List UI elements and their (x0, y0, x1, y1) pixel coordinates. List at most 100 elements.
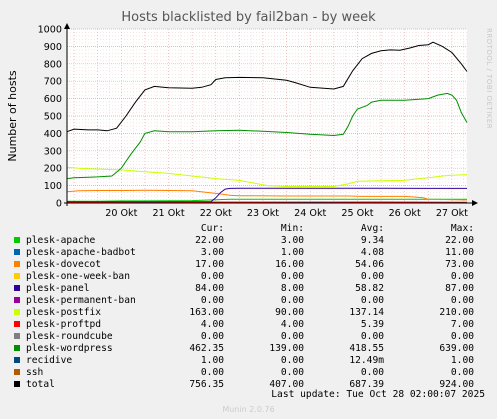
last-update: Last update: Tue Oct 28 02:00:07 2025 (271, 389, 485, 400)
y-tick-label: 700 (44, 77, 62, 88)
legend-value-max: 11.00 (445, 247, 474, 258)
y-tick-label: 500 (44, 112, 62, 123)
series-line-plesk-dovecot (66, 189, 468, 201)
legend-value-avg: 0.00 (360, 367, 384, 378)
legend-value-avg: 12.49m (349, 355, 384, 366)
legend-value-cur: 756.35 (189, 379, 224, 390)
legend-series-name: plesk-apache (26, 235, 96, 246)
legend-row: ssh 0.00 0.00 0.00 0.00 (0, 367, 497, 379)
legend-value-avg: 54.06 (355, 259, 384, 270)
legend-value-min: 3.00 (280, 235, 304, 246)
legend-value-avg: 687.39 (349, 379, 384, 390)
legend-value-cur: 84.00 (195, 283, 224, 294)
legend-series-name: recidive (26, 355, 73, 366)
legend-row: plesk-postfix 163.00 90.00 137.14 210.00 (0, 307, 497, 319)
y-tick-label: 900 (44, 42, 62, 53)
legend-value-max: 1.00 (450, 355, 474, 366)
legend-swatch (14, 297, 20, 303)
x-tick-label: 20 Okt (105, 208, 137, 219)
legend-value-min: 0.00 (280, 331, 304, 342)
legend-row: total 756.35 407.00 687.39 924.00 (0, 379, 497, 391)
grid (67, 28, 467, 203)
legend-value-max: 7.00 (450, 319, 474, 330)
y-tick-label: 400 (44, 129, 62, 140)
legend-header-cur: Cur: (200, 223, 224, 234)
series-line-total (66, 41, 468, 133)
legend-value-max: 210.00 (439, 307, 474, 318)
legend-row: plesk-roundcube 0.00 0.00 0.00 0.00 (0, 331, 497, 343)
legend-row: plesk-apache-badbot 3.00 1.00 4.08 11.00 (0, 247, 497, 259)
legend-swatch (14, 249, 20, 255)
legend-row: plesk-dovecot 17.00 16.00 54.06 73.00 (0, 259, 497, 271)
legend-value-cur: 0.00 (200, 331, 224, 342)
y-axis-arrow (64, 23, 70, 29)
legend-value-avg: 137.14 (349, 307, 384, 318)
series-line-plesk-wordpress (66, 92, 468, 180)
x-tick-label: 23 Okt (247, 208, 279, 219)
y-tick-label: 300 (44, 146, 62, 157)
y-tick-label: 0 (56, 199, 62, 210)
series-line-plesk-apache (67, 198, 467, 202)
legend-header-max: Max: (450, 223, 474, 234)
legend-value-avg: 0.00 (360, 295, 384, 306)
legend-value-cur: 0.00 (200, 271, 224, 282)
legend-value-avg: 0.00 (360, 271, 384, 282)
legend-series-name: plesk-one-week-ban (26, 271, 130, 282)
legend-value-min: 4.00 (280, 319, 304, 330)
legend-value-cur: 1.00 (200, 355, 224, 366)
legend-row: plesk-proftpd 4.00 4.00 5.39 7.00 (0, 319, 497, 331)
legend-value-avg: 418.55 (349, 343, 384, 354)
legend-value-avg: 4.08 (360, 247, 384, 258)
legend-series-name: plesk-proftpd (26, 319, 102, 330)
y-tick-label: 100 (44, 181, 62, 192)
legend-value-max: 73.00 (445, 259, 474, 270)
legend-value-cur: 163.00 (189, 307, 224, 318)
legend-row: plesk-apache 22.00 3.00 9.34 22.00 (0, 235, 497, 247)
legend-value-avg: 9.34 (360, 235, 384, 246)
legend-row: plesk-one-week-ban 0.00 0.00 0.00 0.00 (0, 271, 497, 283)
legend-value-min: 90.00 (275, 307, 304, 318)
legend-value-max: 0.00 (450, 367, 474, 378)
legend-swatch (14, 381, 20, 387)
legend-value-avg: 58.82 (355, 283, 384, 294)
legend-value-cur: 4.00 (200, 319, 224, 330)
legend-value-min: 0.00 (280, 271, 304, 282)
legend-swatch (14, 321, 20, 327)
legend-swatch (14, 357, 20, 363)
legend-value-min: 0.00 (280, 355, 304, 366)
legend-value-max: 639.00 (439, 343, 474, 354)
legend-value-max: 22.00 (445, 235, 474, 246)
legend-series-name: plesk-postfix (26, 307, 102, 318)
legend-swatch (14, 309, 20, 315)
legend-row: plesk-wordpress 462.35 139.00 418.55 639.00 (0, 343, 497, 355)
legend-swatch (14, 369, 20, 375)
legend-series-name: plesk-roundcube (26, 331, 113, 342)
legend-value-min: 0.00 (280, 295, 304, 306)
series-line-plesk-panel (67, 187, 467, 203)
chart-title: Hosts blacklisted by fail2ban - by week (121, 10, 376, 25)
x-axis-arrow (472, 200, 478, 206)
x-axis: 20 Okt 21 Okt 22 Okt 23 Okt 24 Okt 25 Okt 26 O… (105, 208, 468, 219)
legend-series-name: plesk-apache-badbot (26, 247, 136, 258)
legend-header-avg: Avg: (360, 223, 384, 234)
legend-value-max: 87.00 (445, 283, 474, 294)
legend-series-name: total (26, 379, 55, 390)
x-tick-label: 25 Okt (341, 208, 373, 219)
x-tick-label: 24 Okt (294, 208, 326, 219)
y-tick-label: 1000 (38, 25, 62, 36)
legend-row: recidive 1.00 0.00 12.49m 1.00 (0, 355, 497, 367)
legend-value-cur: 0.00 (200, 367, 224, 378)
munin-version: Munin 2.0.76 (222, 405, 275, 414)
legend-value-min: 16.00 (275, 259, 304, 270)
series-line-plesk-postfix (66, 166, 468, 187)
legend-value-min: 139.00 (269, 343, 304, 354)
legend-value-min: 1.00 (280, 247, 304, 258)
legend-series-name: plesk-panel (26, 283, 90, 294)
legend-swatch (14, 345, 20, 351)
legend-value-cur: 17.00 (195, 259, 224, 270)
legend-series-name: plesk-wordpress (26, 343, 113, 354)
x-tick-label: 27 Okt (436, 208, 468, 219)
x-tick-label: 21 Okt (152, 208, 184, 219)
legend-series-name: plesk-permanent-ban (26, 295, 136, 306)
